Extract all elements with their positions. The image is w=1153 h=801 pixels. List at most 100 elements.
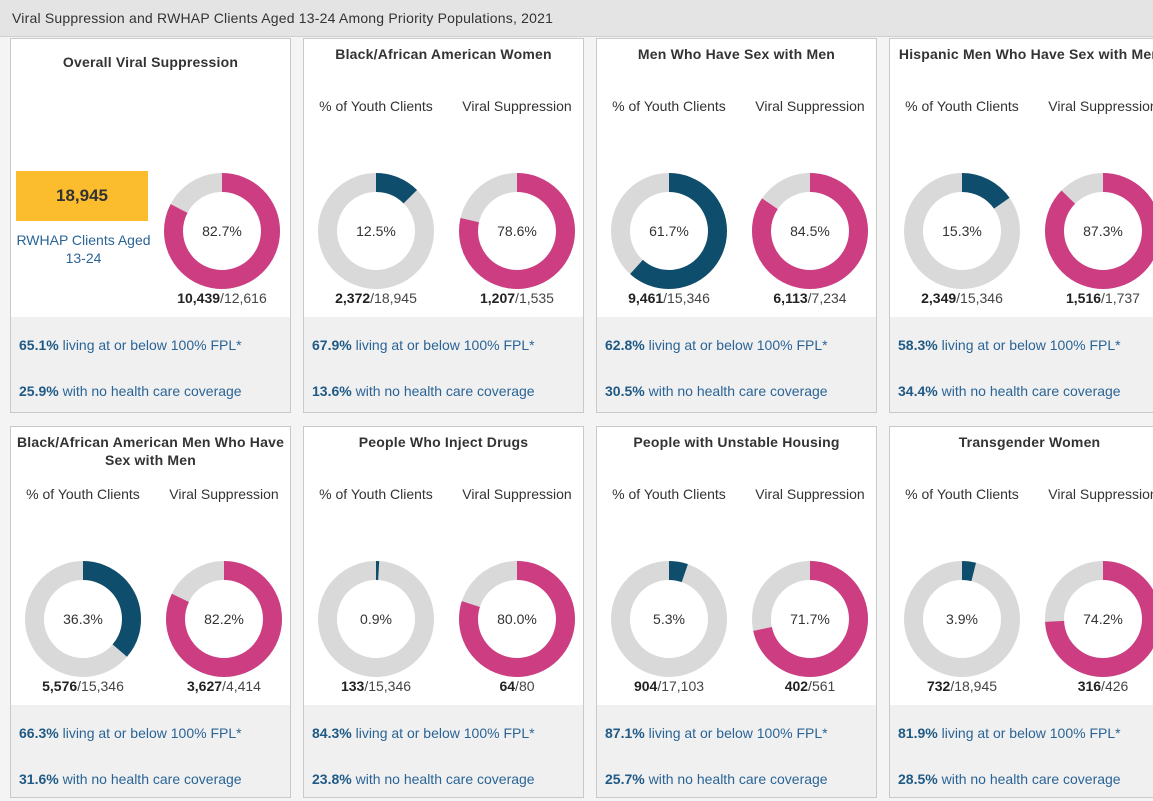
donut-arc [904,561,1020,677]
donut-center-label: 74.2% [1083,611,1123,627]
panel-title: Transgender Women [958,434,1101,450]
donut-subtitle: Viral Suppression [1048,98,1153,114]
numerator: 9,461 [628,290,664,306]
donut-subtitle: Viral Suppression [462,98,572,114]
donut [904,561,1020,677]
fraction: 10,439/12,616 [177,290,267,306]
donut-subtitle: Viral Suppression [755,486,865,502]
coverage-line: 23.8% with no health care coverage [312,771,535,787]
donut-center-label: 3.9% [946,611,978,627]
numerator: 2,349 [921,290,957,306]
donut-arc [752,561,868,677]
panel: People Who Inject Drugs % of Youth Client… [303,426,584,798]
donut [459,173,575,289]
donut-center-label: 80.0% [497,611,537,627]
fpl-text: living at or below 100% FPL* [937,725,1121,741]
donut-center-label: 36.3% [63,611,103,627]
fraction: 1,207/1,535 [480,290,554,306]
donut-arc [752,173,868,289]
donut-center-label: 82.7% [202,223,242,239]
donut [459,561,575,677]
fpl-text: living at or below 100% FPL* [351,337,535,353]
donut [752,561,868,677]
coverage-value: 30.5% [605,383,645,399]
coverage-text: with no health care coverage [937,383,1121,399]
panel: Transgender Women % of Youth Clients 3.9% 7… [889,426,1153,798]
fpl-value: 58.3% [898,337,938,353]
donut-arc [1045,173,1153,289]
fraction: 9,461/15,346 [628,290,710,306]
donut-arc [459,173,575,289]
fpl-line: 84.3% living at or below 100% FPL* [312,725,535,741]
donut-subtitle: Viral Suppression [462,486,572,502]
denominator: 4,414 [225,678,261,694]
fpl-value: 67.9% [312,337,352,353]
denominator: 18,945 [374,290,417,306]
fpl-line: 58.3% living at or below 100% FPL* [898,337,1121,353]
denominator: 15,346 [368,678,412,694]
coverage-line: 25.7% with no health care coverage [605,771,828,787]
fpl-value: 81.9% [898,725,938,741]
fpl-text: living at or below 100% FPL* [937,337,1121,353]
donut [904,173,1020,289]
panel: Black/African American Men Who Have Sex … [10,426,291,798]
fraction: 904/17,103 [633,678,705,694]
donut-arc [611,561,727,677]
fraction: 316/426 [1077,678,1129,694]
panel: Overall Viral Suppression 18,945 RWHAP Cli… [10,38,291,413]
info-band [890,705,1153,797]
coverage-text: with no health care coverage [937,771,1121,787]
fpl-value: 84.3% [312,725,352,741]
donut [318,173,434,289]
panel: Men Who Have Sex with Men % of Youth Clie… [596,38,877,413]
fpl-line: 67.9% living at or below 100% FPL* [312,337,535,353]
fraction: 6,113/7,234 [773,290,847,306]
numerator: 402 [784,678,809,694]
fpl-text: living at or below 100% FPL* [351,725,535,741]
coverage-text: with no health care coverage [351,383,535,399]
donut-subtitle: % of Youth Clients [319,98,433,114]
coverage-text: with no health care coverage [351,771,535,787]
donut-arc [25,561,141,677]
fpl-value: 65.1% [19,337,59,353]
donut-subtitle: % of Youth Clients [905,486,1019,502]
info-band [11,317,290,412]
denominator: 15,346 [81,678,124,694]
panel-title: People with Unstable Housing [633,434,840,450]
coverage-value: 34.4% [898,383,938,399]
denominator: 1,535 [518,290,554,306]
donut-subtitle: % of Youth Clients [612,98,726,114]
fraction: 402/561 [784,678,836,694]
denominator: 18,945 [954,678,998,694]
donut [1045,561,1153,677]
donut [25,561,141,677]
fpl-text: living at or below 100% FPL* [644,725,828,741]
header-title: Viral Suppression and RWHAP Clients Aged… [12,10,554,26]
donut-center-label: 15.3% [942,223,982,239]
coverage-value: 28.5% [898,771,938,787]
donut [1045,173,1153,289]
donut-arc [318,173,434,289]
numerator: 316 [1077,678,1102,694]
numerator: 904 [633,678,658,694]
coverage-value: 31.6% [19,771,59,787]
coverage-text: with no health care coverage [58,383,242,399]
numerator: 133 [340,678,365,694]
donut-arc [164,173,280,289]
denominator: 80 [518,678,535,694]
fraction: 5,576/15,346 [42,678,124,694]
fraction: 64/80 [499,678,535,694]
panel: People with Unstable Housing % of Youth C… [596,426,877,798]
donut-subtitle: Viral Suppression [755,98,865,114]
denominator: 7,234 [811,290,847,306]
donut-center-label: 12.5% [356,223,396,239]
donut-center-label: 84.5% [790,223,830,239]
denominator: 426 [1104,678,1129,694]
donut-subtitle: % of Youth Clients [905,98,1019,114]
fraction: 1,516/1,737 [1066,290,1140,306]
fraction: 732/18,945 [926,678,998,694]
fpl-line: 62.8% living at or below 100% FPL* [605,337,828,353]
numerator: 10,439 [177,290,221,306]
donut-arc [904,173,1020,289]
fpl-text: living at or below 100% FPL* [58,337,242,353]
